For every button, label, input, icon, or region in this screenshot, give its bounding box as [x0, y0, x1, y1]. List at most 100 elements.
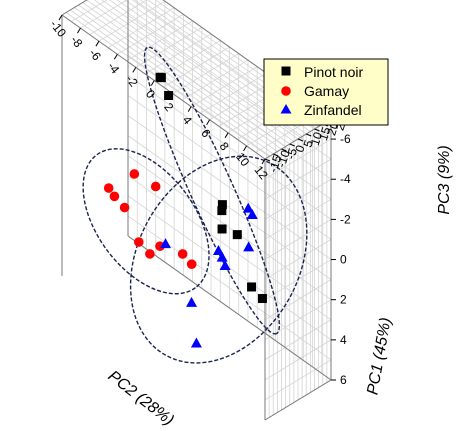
data-points	[103, 72, 267, 348]
pc3-tick-label: 6	[340, 373, 347, 387]
grid-line	[127, 115, 332, 260]
point-gamay	[134, 237, 144, 247]
legend-marker-pinot-noir	[281, 66, 291, 76]
legend: Pinot noir Gamay Zinfandel	[263, 58, 389, 126]
grid-line	[264, 339, 332, 381]
point-pinot-noir	[247, 282, 257, 292]
pc1-tick-label: 15	[316, 125, 334, 142]
pc3-tick-label: 4	[340, 333, 347, 347]
grid-line	[264, 178, 332, 220]
point-zinfandel	[243, 241, 255, 252]
grid-line	[264, 239, 332, 280]
plot-grid	[61, 0, 332, 421]
pc2-tick-mark	[58, 14, 63, 21]
frame-edge	[61, 0, 88, 16]
point-zinfandel	[246, 209, 258, 220]
legend-label-gamay: Gamay	[304, 83, 349, 99]
pc1-tick-label: 5	[301, 138, 316, 149]
grid-line	[82, 2, 286, 147]
grid-line	[127, 135, 332, 280]
point-gamay	[150, 181, 161, 192]
pc2-axis-title: PC2 (28%)	[105, 368, 177, 430]
grid-line	[127, 215, 332, 361]
frame-edge	[61, 14, 266, 160]
point-gamay	[145, 249, 155, 259]
grid-line	[127, 155, 332, 301]
ellipse-zinfandel	[129, 155, 308, 364]
pc2-tick-label: -8	[68, 33, 86, 50]
pc2-tick-mark	[169, 93, 174, 99]
cluster-ellipses	[82, 46, 308, 364]
legend-label-zinfandel: Zinfandel	[304, 102, 362, 118]
pc1-tick-mark	[273, 153, 279, 157]
grid-line	[127, 34, 332, 180]
pc2-tick-mark	[132, 67, 137, 73]
pc2-tick-mark	[77, 27, 81, 34]
pc2-tick-label: -6	[86, 46, 104, 63]
frame-edge	[127, 235, 332, 381]
pc3-axis-title: PC3 (9%)	[436, 145, 453, 214]
pc2-tick-label: -4	[105, 59, 123, 76]
grid-line	[127, 75, 332, 220]
legend-marker-zinfandel	[280, 104, 292, 114]
point-gamay	[155, 241, 165, 252]
pc1-tick-mark	[289, 143, 295, 147]
pc2-tick-mark	[206, 119, 211, 125]
point-gamay	[186, 259, 197, 269]
pc3-tick-label: 2	[340, 293, 347, 307]
point-pinot-noir	[155, 72, 165, 82]
point-zinfandel	[242, 202, 254, 213]
pc1-tick-mark	[281, 148, 287, 152]
grid-line	[264, 138, 332, 180]
point-gamay	[103, 183, 114, 193]
pc2-tick-mark	[95, 40, 100, 47]
pc1-tick-mark	[314, 128, 320, 132]
grid-line	[65, 12, 270, 157]
pc2-tick-mark	[224, 132, 229, 139]
grid-line	[264, 198, 332, 240]
ellipse-gamay	[82, 148, 210, 295]
pc1-tick-mark	[264, 158, 271, 162]
grid-line	[70, 9, 274, 155]
point-pinot-noir	[217, 224, 227, 234]
pc1-tick-label: -10	[274, 148, 293, 169]
grid-line	[264, 279, 332, 320]
pc3-tick-label: -6	[340, 132, 351, 146]
point-zinfandel	[216, 251, 228, 262]
grid-line	[127, 195, 332, 341]
pc1-tick-label: 0	[292, 143, 307, 154]
pc3-tick-label: -4	[340, 172, 351, 186]
legend-marker-gamay	[281, 86, 291, 96]
point-zinfandel	[219, 259, 231, 270]
grid-line	[264, 299, 332, 341]
legend-label-pinot-noir: Pinot noir	[304, 64, 363, 80]
point-zinfandel	[186, 296, 198, 307]
point-pinot-noir	[232, 230, 242, 240]
pc2-tick-mark	[243, 145, 247, 152]
pc2-tick-mark	[113, 54, 118, 60]
pc1-tick-label: 10	[308, 130, 326, 147]
point-gamay	[119, 202, 130, 213]
pc1-axis-title: PC1 (45%)	[364, 316, 394, 396]
grid-line	[127, 14, 332, 160]
pc2-tick-mark	[150, 80, 155, 86]
point-gamay	[129, 169, 140, 179]
point-gamay	[109, 191, 120, 202]
pc1-tick-mark	[306, 133, 312, 137]
grid-line	[74, 7, 278, 152]
pc1-tick-label: -15	[266, 153, 285, 174]
grid-line	[264, 359, 332, 401]
grid-line	[86, 0, 290, 145]
pc1-tick-mark	[297, 138, 304, 142]
point-zinfandel	[212, 245, 224, 256]
pc2-tick-mark	[187, 106, 192, 112]
point-pinot-noir	[217, 200, 227, 210]
point-pinot-noir	[164, 90, 174, 100]
point-pinot-noir	[217, 206, 227, 216]
grid-line	[264, 158, 332, 200]
point-zinfandel	[190, 337, 202, 348]
pc2-tick-mark	[261, 158, 266, 165]
pc3-tick-label: -2	[340, 212, 351, 226]
grid-line	[264, 319, 332, 361]
